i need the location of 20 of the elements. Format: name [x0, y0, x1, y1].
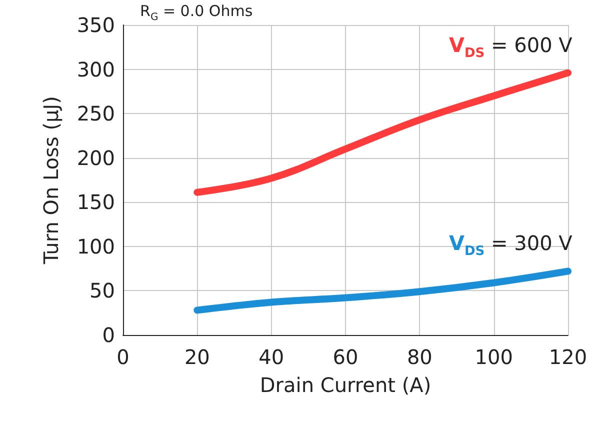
y-tick-label: 100: [76, 234, 115, 258]
y-axis-title: Turn On Loss (µJ): [39, 96, 63, 265]
x-tick-label: 40: [258, 345, 284, 369]
x-tick-label: 60: [332, 345, 358, 369]
x-tick-label: 120: [548, 345, 588, 369]
y-tick-label: 250: [76, 102, 115, 126]
series-label: V$_{DS}$ = 300 V: [449, 231, 572, 260]
text: R$_{G}$ = 0.0 Ohms: [140, 2, 253, 23]
series-label: V$_{DS}$ = 600 V: [449, 32, 572, 61]
x-axis-title: Drain Current (A): [260, 373, 432, 397]
y-tick-label: 300: [76, 57, 115, 82]
y-tick-label: 0: [102, 323, 115, 347]
x-tick-label: 100: [474, 345, 513, 369]
x-tick-label: 20: [184, 345, 210, 369]
x-tick-label: 0: [116, 345, 130, 369]
y-tick-label: 50: [90, 278, 115, 303]
x-tick-label: 80: [406, 345, 432, 369]
y-tick-label: 350: [76, 13, 115, 37]
y-tick-label: 150: [76, 190, 115, 214]
y-tick-label: 200: [76, 146, 115, 170]
